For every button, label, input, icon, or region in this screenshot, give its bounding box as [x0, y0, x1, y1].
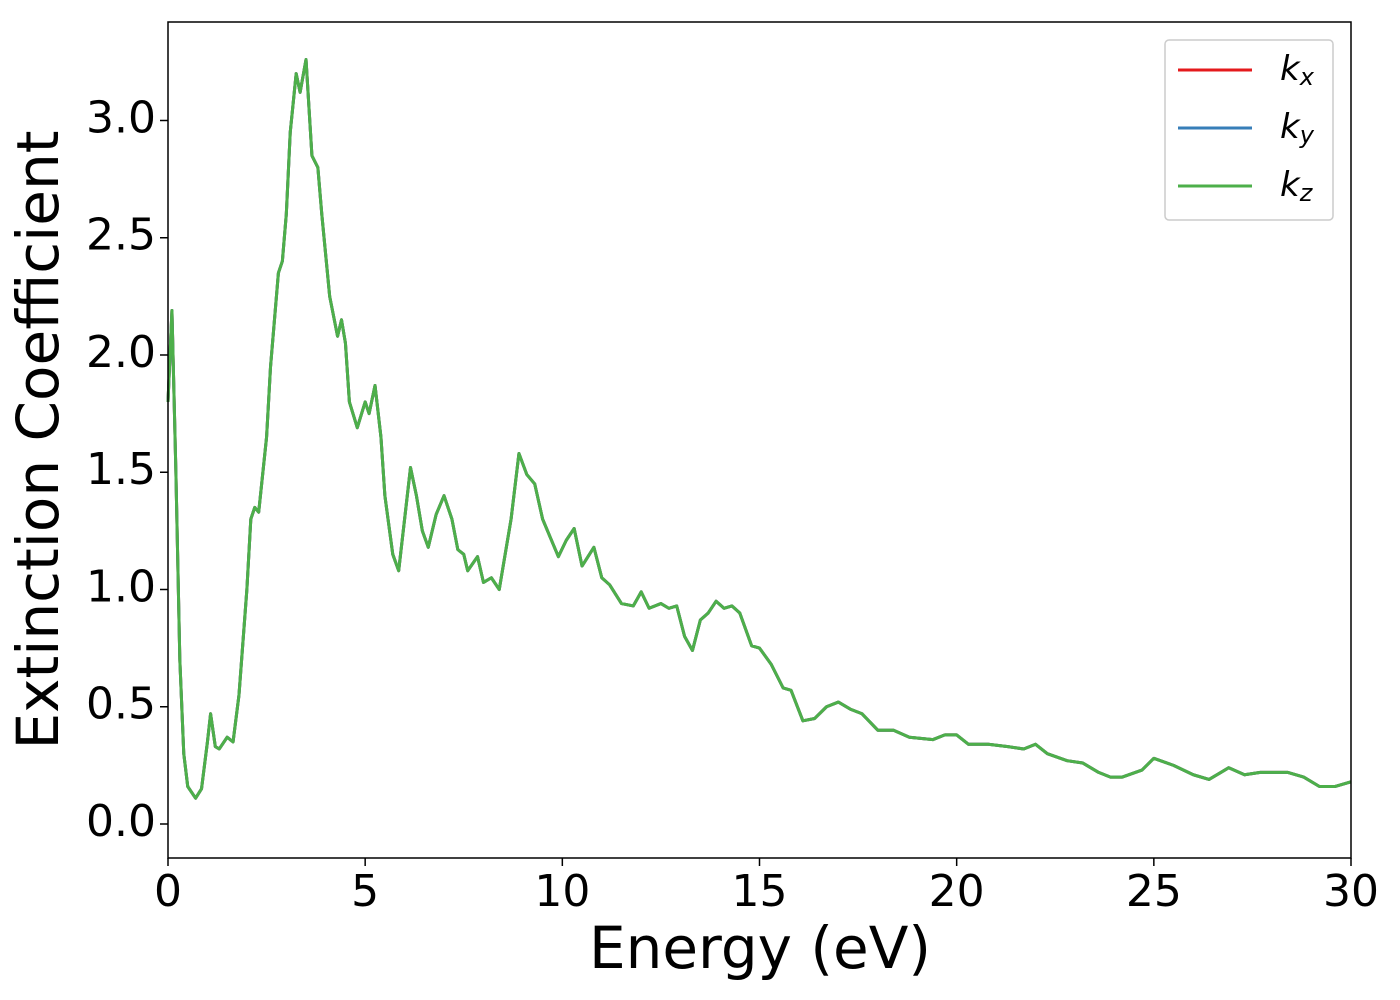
y-tick-label: 3.0: [86, 92, 156, 143]
x-tick-label: 25: [1126, 866, 1182, 917]
x-tick-label: 30: [1323, 866, 1379, 917]
data-line: [166, 58, 1352, 800]
y-tick-label: 1.0: [86, 561, 156, 612]
x-tick-label: 15: [732, 866, 788, 917]
x-tick-label: 5: [351, 866, 379, 917]
x-tick-label: 10: [534, 866, 590, 917]
x-tick-label: 20: [929, 866, 985, 917]
y-tick-label: 1.5: [86, 444, 156, 495]
y-axis-label: Extinction Coefficient: [4, 131, 72, 750]
legend-label: kz: [1280, 165, 1314, 208]
y-tick-label: 0.0: [86, 796, 156, 847]
legend-label: ky: [1280, 107, 1315, 150]
y-tick-label: 2.5: [86, 210, 156, 261]
legend-label: kx: [1280, 49, 1315, 92]
y-tick-label: 0.5: [86, 679, 156, 730]
x-axis-label: Energy (eV): [589, 914, 931, 982]
legend-box: [1164, 39, 1334, 221]
x-tick-label: 0: [154, 866, 182, 917]
plot-frame: [167, 21, 1352, 859]
y-tick-label: 2.0: [86, 327, 156, 378]
